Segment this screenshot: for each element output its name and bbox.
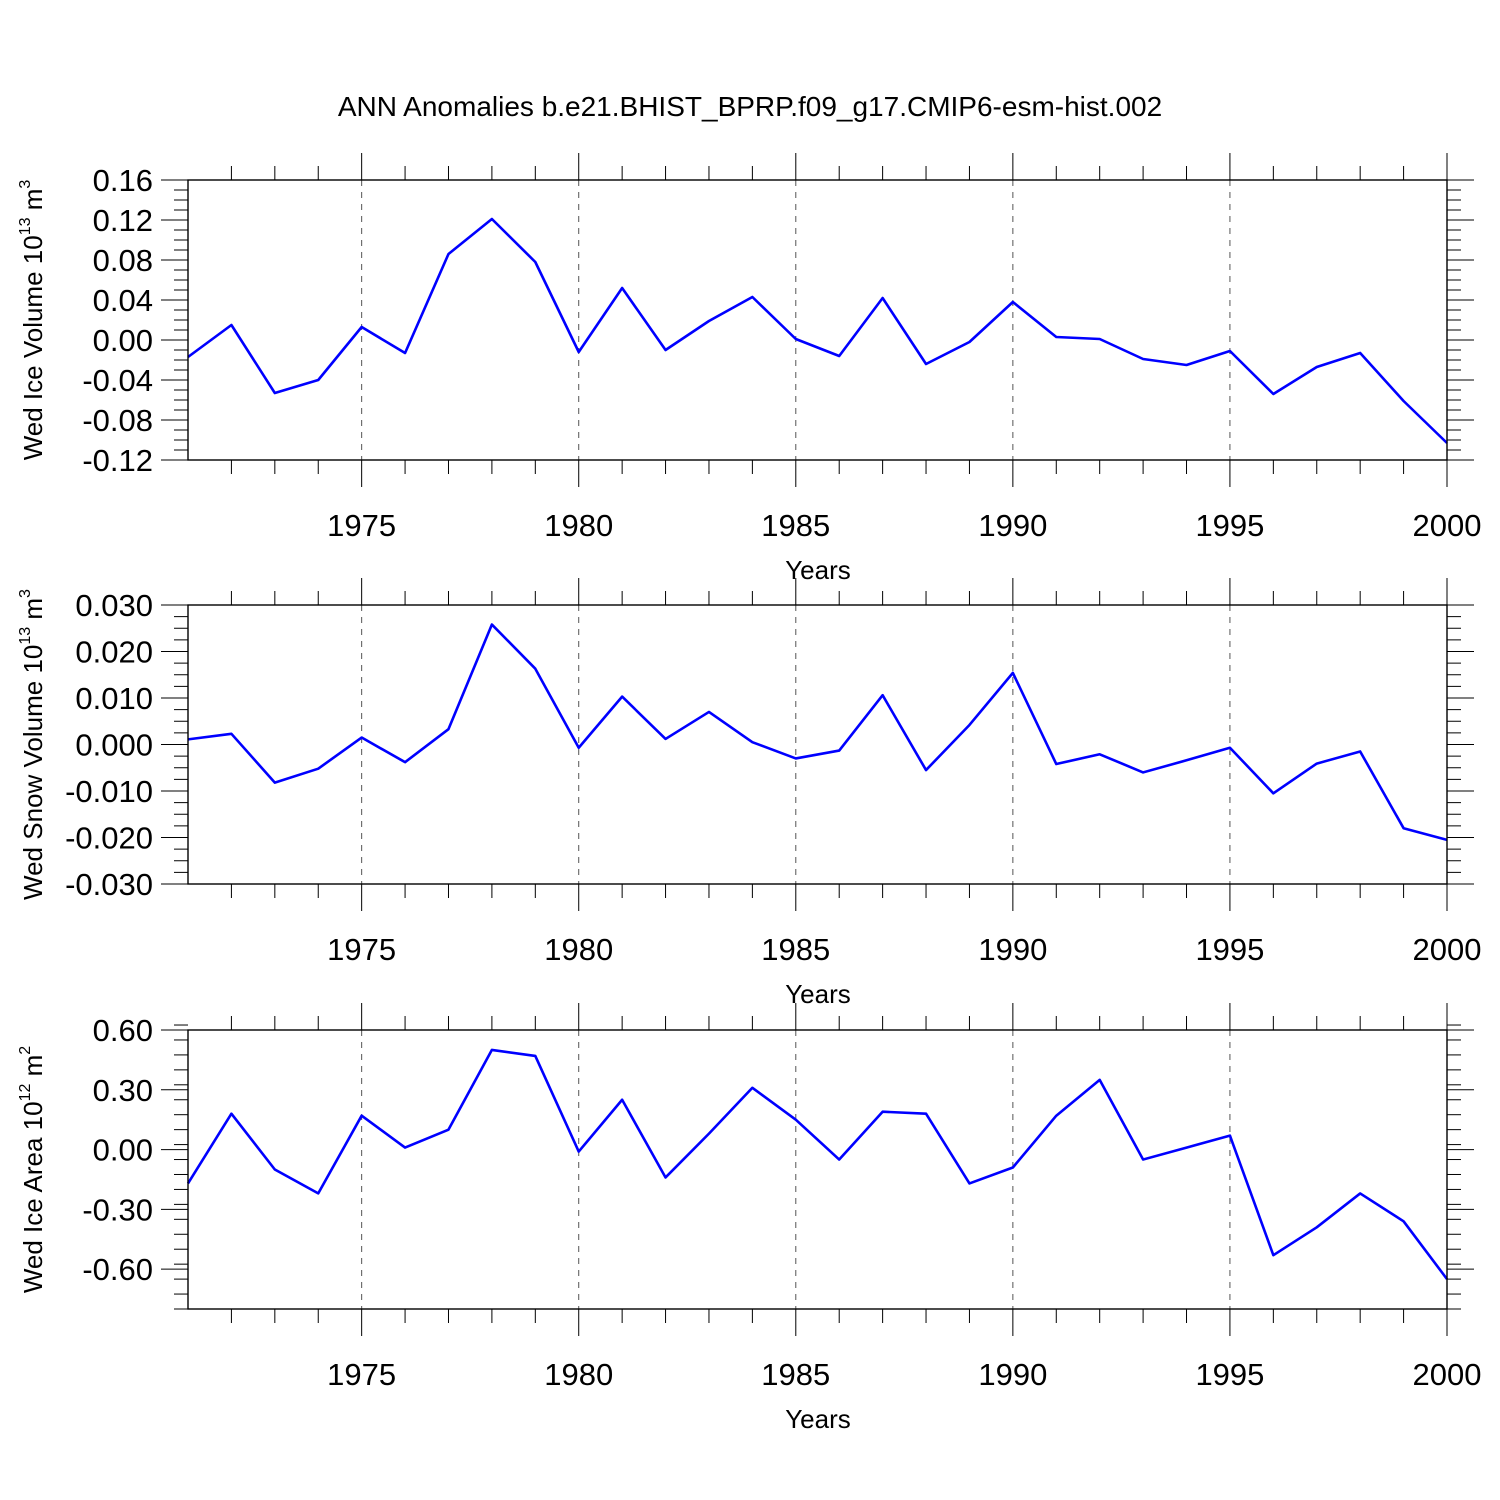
y-axis-label-text: Wed Ice Area 10	[18, 1101, 48, 1293]
y-tick-label: 0.020	[75, 635, 153, 670]
y-tick-label: -0.010	[65, 774, 153, 809]
x-tick-label: 1995	[1195, 932, 1264, 967]
y-tick-label: 0.30	[93, 1073, 153, 1108]
y-tick-label: -0.020	[65, 821, 153, 856]
y-tick-label: 0.16	[93, 163, 153, 198]
x-tick-label: 1980	[544, 1357, 613, 1392]
panel-1: 0.16 0.12 0.08 0.04 0.00 -0.04 -0.08 -0.12 1975 1…	[17, 153, 1481, 585]
x-axis-label: Years	[785, 555, 851, 585]
x-tick-label: 2000	[1413, 508, 1482, 543]
panel-2: 0.030 0.020 0.010 0.000 -0.010 -0.020 -0.030 19…	[17, 578, 1481, 1009]
y-axis-label-text: Wed Ice Volume 10	[18, 235, 48, 460]
y-tick-label: 0.60	[93, 1013, 153, 1048]
x-axis-label: Years	[785, 979, 851, 1009]
y-axis-label-unit: m	[18, 598, 48, 627]
x-tick-label: 2000	[1413, 932, 1482, 967]
y-tick-label: 0.010	[75, 681, 153, 716]
x-tick-label: 1995	[1195, 1357, 1264, 1392]
y-tick-label: -0.30	[82, 1192, 153, 1227]
y-tick-label: -0.60	[82, 1252, 153, 1287]
x-tick-label: 1975	[327, 508, 396, 543]
plot-frame	[187, 604, 1448, 885]
y-axis-label: Wed Ice Area 1012 m2	[17, 1046, 48, 1293]
x-tick-label: 1985	[761, 932, 830, 967]
y-axis-label-unit-exponent: 3	[17, 180, 34, 189]
y-tick-label: 0.04	[93, 283, 153, 318]
x-tick-label: 1980	[544, 932, 613, 967]
data-line	[186, 1048, 1449, 1280]
plot-frame	[187, 1029, 1448, 1310]
y-axis-label-unit: m	[18, 1055, 48, 1084]
figure-title: ANN Anomalies b.e21.BHIST_BPRP.f09_g17.C…	[338, 91, 1162, 122]
x-tick-label: 1985	[761, 1357, 830, 1392]
panels: 0.16 0.12 0.08 0.04 0.00 -0.04 -0.08 -0.12 1975 1…	[17, 153, 1481, 1434]
y-axis-label-exponent: 13	[17, 627, 34, 645]
y-tick-label: 0.00	[93, 323, 153, 358]
y-axis-label: Wed Ice Volume 1013 m3	[17, 180, 48, 461]
x-axis-label: Years	[785, 1404, 851, 1434]
panel-3: 0.60 0.30 0.00 -0.30 -0.60 1975 1980 1985 1990 19…	[17, 1003, 1481, 1434]
data-line	[187, 623, 1448, 842]
x-tick-label: 1990	[978, 932, 1047, 967]
y-tick-label: -0.04	[82, 363, 153, 398]
x-tick-label: 1985	[761, 508, 830, 543]
y-axis-label-exponent: 13	[17, 217, 34, 235]
y-axis-label: Wed Snow Volume 1013 m3	[17, 589, 48, 900]
data-line	[187, 217, 1448, 444]
y-tick-label: 0.08	[93, 243, 153, 278]
y-axis-label-unit-exponent: 3	[17, 589, 34, 598]
y-tick-label: -0.12	[82, 443, 153, 478]
y-axis-label-text: Wed Snow Volume 10	[18, 645, 48, 900]
y-tick-label: -0.030	[65, 867, 153, 902]
y-tick-label: 0.12	[93, 203, 153, 238]
x-tick-label: 1975	[327, 1357, 396, 1392]
x-tick-label: 1975	[327, 932, 396, 967]
y-tick-label: 0.000	[75, 728, 153, 763]
y-tick-label: 0.030	[75, 588, 153, 623]
y-tick-label: 0.00	[93, 1133, 153, 1168]
y-axis-label-exponent: 12	[17, 1084, 34, 1102]
x-tick-label: 1980	[544, 508, 613, 543]
x-tick-label: 1995	[1195, 508, 1264, 543]
y-axis-label-unit: m	[18, 189, 48, 218]
y-axis-label-unit-exponent: 2	[17, 1046, 34, 1055]
plot-frame	[187, 179, 1448, 461]
x-tick-label: 2000	[1413, 1357, 1482, 1392]
x-tick-label: 1990	[978, 1357, 1047, 1392]
y-tick-label: -0.08	[82, 403, 153, 438]
x-tick-label: 1990	[978, 508, 1047, 543]
